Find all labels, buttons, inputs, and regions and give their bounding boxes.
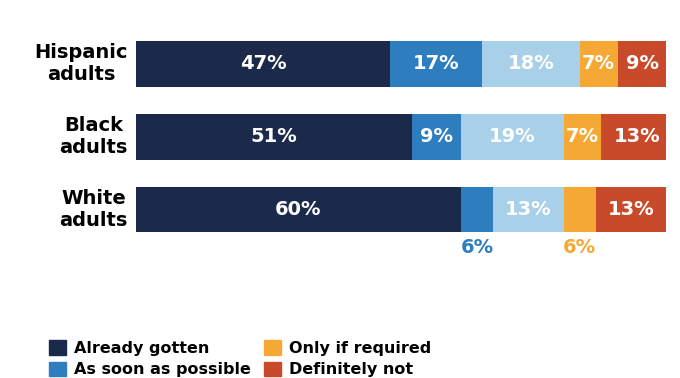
Legend: Already gotten, As soon as possible, Wait and see, Only if required, Definitely : Already gotten, As soon as possible, Wai… [48, 341, 432, 378]
Text: 51%: 51% [251, 127, 297, 146]
Bar [493, 187, 564, 232]
Text: 9%: 9% [420, 127, 453, 146]
Text: 6%: 6% [563, 238, 596, 257]
Text: Black
adults: Black adults [60, 116, 128, 157]
Text: 7%: 7% [582, 54, 615, 73]
Text: 7%: 7% [566, 127, 599, 146]
Text: 17%: 17% [413, 54, 460, 73]
Bar [580, 41, 617, 87]
Text: Hispanic
adults: Hispanic adults [35, 43, 128, 84]
Text: 13%: 13% [505, 200, 551, 219]
Bar [596, 187, 666, 232]
Text: 6%: 6% [460, 238, 494, 257]
Text: 60%: 60% [275, 200, 322, 219]
Bar [617, 41, 666, 87]
Text: 18%: 18% [508, 54, 554, 73]
Bar [601, 114, 672, 160]
Bar [390, 41, 482, 87]
Bar [412, 114, 461, 160]
Text: 47%: 47% [240, 54, 286, 73]
Text: 13%: 13% [613, 127, 660, 146]
Bar [564, 114, 601, 160]
Text: White
adults: White adults [60, 189, 128, 230]
Text: 13%: 13% [608, 200, 655, 219]
Text: 9%: 9% [626, 54, 658, 73]
Bar [136, 187, 461, 232]
Bar [461, 187, 493, 232]
Bar [136, 41, 390, 87]
Bar [136, 114, 412, 160]
Bar [564, 187, 596, 232]
Bar [482, 41, 580, 87]
Bar [461, 114, 564, 160]
Text: 19%: 19% [489, 127, 535, 146]
